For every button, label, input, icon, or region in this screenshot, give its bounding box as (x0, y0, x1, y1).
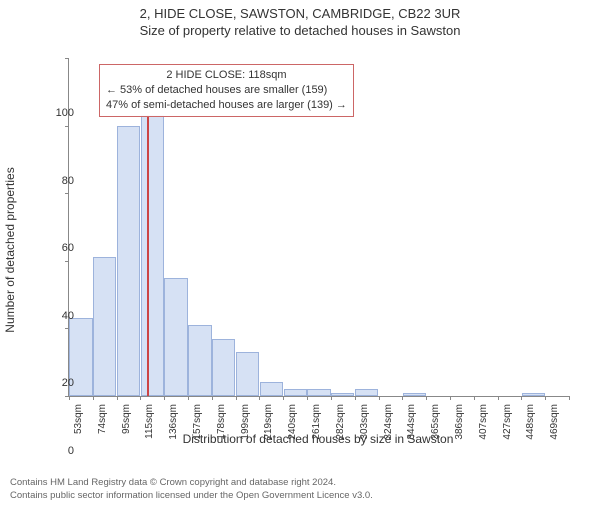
x-tick-mark (188, 396, 189, 400)
x-tick-mark (283, 396, 284, 400)
y-tick-label: 0 (68, 445, 74, 457)
x-tick-mark (93, 396, 94, 400)
histogram-bar (284, 389, 307, 396)
property-marker-line (147, 115, 149, 396)
annotation-line2: ← 53% of detached houses are smaller (15… (106, 83, 347, 98)
x-tick-mark (379, 396, 380, 400)
histogram-bar (188, 325, 211, 396)
y-tick-label: 20 (62, 377, 74, 389)
histogram-bar (212, 339, 235, 396)
y-tick-mark (65, 193, 69, 194)
chart-address-title: 2, HIDE CLOSE, SAWSTON, CAMBRIDGE, CB22 … (0, 6, 600, 21)
x-tick-mark (450, 396, 451, 400)
plot-area: 2 HIDE CLOSE: 118sqm ← 53% of detached h… (68, 58, 569, 397)
x-tick-mark (355, 396, 356, 400)
histogram-bar (355, 389, 378, 396)
chart-subtitle: Size of property relative to detached ho… (0, 23, 600, 38)
x-tick-mark (69, 396, 70, 400)
annotation-line1: 2 HIDE CLOSE: 118sqm (106, 68, 347, 83)
histogram-bar (307, 389, 330, 396)
footer-line2: Contains public sector information licen… (10, 490, 373, 502)
annotation-line3: 47% of semi-detached houses are larger (… (106, 98, 347, 113)
x-tick-mark (426, 396, 427, 400)
footer-attribution: Contains HM Land Registry data © Crown c… (10, 477, 373, 502)
x-tick-mark (474, 396, 475, 400)
y-tick-label: 100 (56, 107, 74, 119)
chart-container: Number of detached properties 2 HIDE CLO… (20, 50, 580, 450)
annotation-box: 2 HIDE CLOSE: 118sqm ← 53% of detached h… (99, 64, 354, 117)
y-tick-mark (65, 126, 69, 127)
x-tick-mark (402, 396, 403, 400)
x-tick-mark (498, 396, 499, 400)
x-axis-label: Distribution of detached houses by size … (68, 432, 568, 446)
footer-line1: Contains HM Land Registry data © Crown c… (10, 477, 373, 489)
y-tick-label: 60 (62, 242, 74, 254)
x-tick-mark (164, 396, 165, 400)
histogram-bar (403, 393, 426, 396)
y-axis-label: Number of detached properties (3, 167, 17, 332)
y-tick-label: 40 (62, 310, 74, 322)
histogram-bar (260, 382, 283, 396)
histogram-bar (141, 115, 164, 396)
x-tick-mark (259, 396, 260, 400)
x-tick-mark (545, 396, 546, 400)
x-tick-mark (212, 396, 213, 400)
x-tick-mark (307, 396, 308, 400)
x-tick-mark (331, 396, 332, 400)
histogram-bar (164, 278, 187, 396)
y-tick-label: 80 (62, 175, 74, 187)
x-tick-mark (236, 396, 237, 400)
x-tick-mark (140, 396, 141, 400)
histogram-bar (331, 393, 354, 396)
x-tick-mark (569, 396, 570, 400)
y-tick-mark (65, 58, 69, 59)
histogram-bar (117, 126, 140, 396)
x-tick-mark (117, 396, 118, 400)
histogram-bar (522, 393, 545, 396)
histogram-bar (93, 257, 116, 396)
x-tick-mark (521, 396, 522, 400)
histogram-bar (236, 352, 259, 396)
y-tick-mark (65, 261, 69, 262)
